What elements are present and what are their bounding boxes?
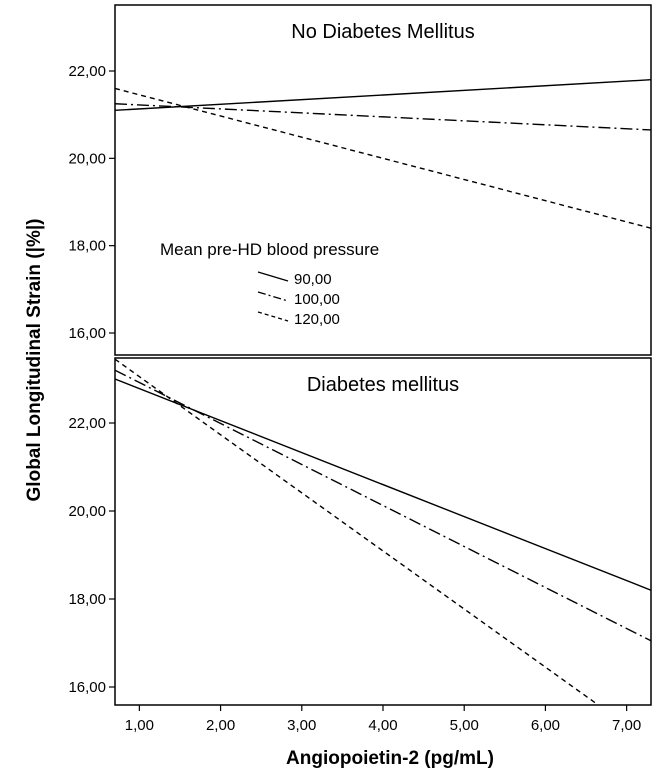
series-line-dashed — [115, 358, 600, 705]
x-tick-label: 5,00 — [450, 717, 479, 734]
legend: Mean pre-HD blood pressure 90,00 100,00 120… — [160, 240, 379, 328]
panel-frame — [114, 4, 652, 356]
y-tick-label: 22,00 — [68, 63, 106, 80]
legend-swatch-dashdot — [257, 291, 289, 302]
x-axis-label: Angiopoietin-2 (pg/mL) — [286, 748, 494, 769]
y-tick-label: 16,00 — [68, 325, 106, 342]
series-line-dashdot — [115, 369, 651, 642]
panel-diabetes: Diabetes mellitus 16,00 18,00 20,00 22,00 — [68, 357, 652, 706]
x-tick-label: 1,00 — [125, 717, 154, 734]
series-line-dashed — [115, 87, 651, 229]
series-line-dashdot — [115, 103, 651, 131]
x-tick-label: 4,00 — [368, 717, 397, 734]
panel-title: No Diabetes Mellitus — [291, 21, 474, 43]
legend-entry: 100,00 — [294, 291, 340, 308]
x-axis: 1,00 2,00 3,00 4,00 5,00 6,00 7,00 — [125, 705, 641, 734]
panel-frame — [114, 357, 652, 706]
y-tick-label: 18,00 — [68, 591, 106, 608]
legend-swatch-solid — [257, 271, 289, 282]
series-line-solid — [115, 79, 651, 111]
legend-swatch-dashed — [257, 311, 289, 322]
x-tick-label: 3,00 — [287, 717, 316, 734]
y-tick-label: 20,00 — [68, 150, 106, 167]
legend-entry: 90,00 — [294, 271, 332, 288]
legend-entry: 120,00 — [294, 311, 340, 328]
y-axis-label: Global Longitudinal Strain (|%|) — [24, 219, 45, 502]
panel-no-diabetes: No Diabetes Mellitus 16,00 18,00 20,00 22,00… — [68, 4, 652, 356]
y-tick-label: 18,00 — [68, 238, 106, 255]
x-tick-label: 7,00 — [612, 717, 641, 734]
y-tick-label: 20,00 — [68, 503, 106, 520]
legend-title: Mean pre-HD blood pressure — [160, 240, 379, 259]
x-tick-label: 6,00 — [531, 717, 560, 734]
y-tick-label: 22,00 — [68, 415, 106, 432]
series-line-solid — [115, 378, 651, 591]
y-tick-label: 16,00 — [68, 679, 106, 696]
x-tick-label: 2,00 — [206, 717, 235, 734]
panel-title: Diabetes mellitus — [307, 374, 459, 396]
